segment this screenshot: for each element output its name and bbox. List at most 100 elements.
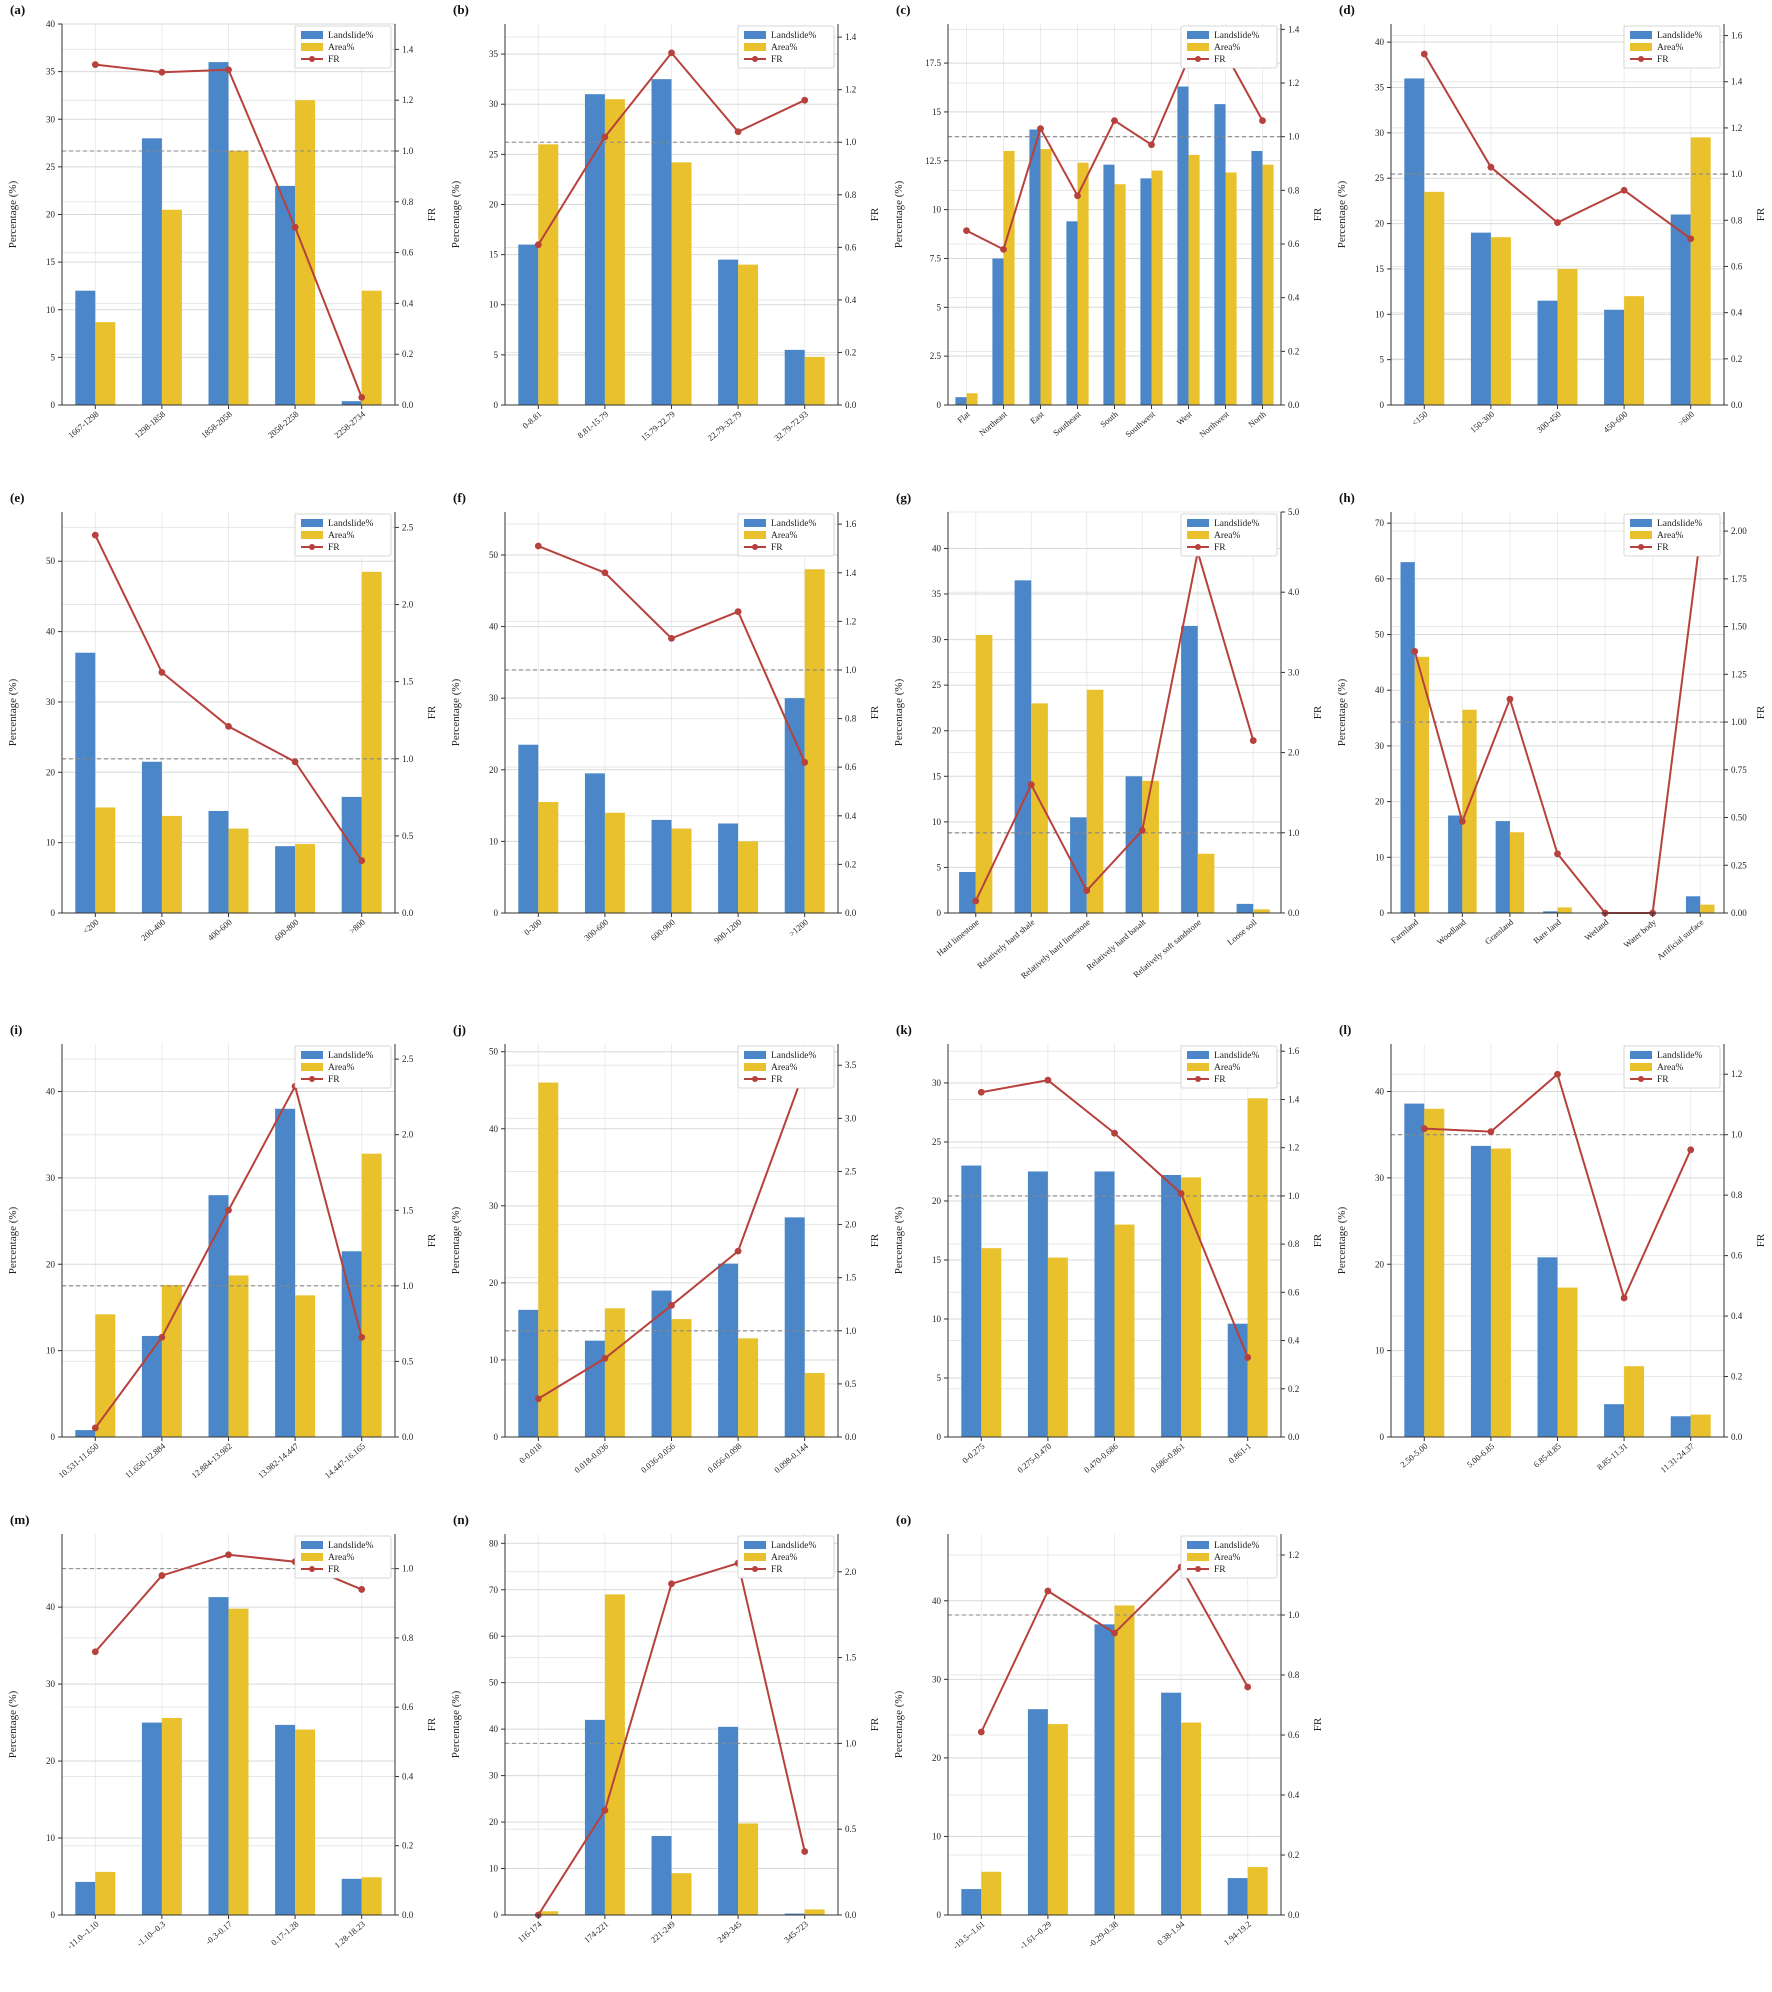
y-tick-label: 40 — [46, 1087, 56, 1097]
x-tick-label: Grassland — [1483, 916, 1516, 946]
fr-tick-label: 0.0 — [845, 1432, 857, 1442]
legend-label-area: Area% — [1657, 531, 1683, 541]
fr-tick-label: 1.0 — [845, 1738, 857, 1748]
bar-area — [1262, 164, 1274, 405]
fr-marker — [734, 608, 742, 616]
bar-area — [1490, 1148, 1511, 1437]
fr-marker — [291, 223, 299, 231]
fr-tick-label: 0.6 — [845, 242, 857, 252]
legend-label-area: Area% — [328, 531, 354, 541]
y-tick-label: 25 — [489, 149, 499, 159]
legend-label-landslide: Landslide% — [1657, 519, 1702, 529]
y-tick-label: 7.5 — [930, 253, 942, 263]
bar-area — [671, 1873, 692, 1915]
x-tick-label: 0-0.275 — [960, 1441, 987, 1466]
fr-marker — [1420, 1125, 1428, 1133]
y-tick-label: 30 — [1375, 1173, 1385, 1183]
fr-marker — [1044, 1076, 1052, 1084]
fr-tick-label: 1.00 — [1731, 717, 1747, 727]
legend-swatch-landslide — [1630, 31, 1652, 39]
fr-tick-label: 3.0 — [1288, 667, 1300, 677]
x-tick-label: 1667-1298 — [66, 409, 101, 440]
x-tick-label: Southeast — [1051, 408, 1083, 437]
fr-marker — [601, 133, 609, 141]
fr-tick-label: 1.2 — [845, 616, 856, 626]
fr-marker — [358, 1333, 366, 1341]
fr-marker — [358, 1586, 366, 1593]
chart-panel-14: (n) 0 10 20 30 40 50 60 70 80 0.0 0.5 1.0 1.5 2.0 116-1… — [450, 1512, 881, 1945]
y-axis-title: Percentage (%) — [1336, 180, 1348, 248]
fr-axis-title: FR — [426, 1233, 438, 1247]
x-tick-label: <200 — [81, 917, 101, 936]
legend-marker-fr — [309, 1076, 315, 1082]
bar-landslide — [75, 1881, 96, 1915]
legend-swatch-landslide — [1187, 1051, 1209, 1059]
legend-label-fr: FR — [328, 543, 340, 553]
bar-area — [981, 1871, 1002, 1915]
y-tick-label: 50 — [489, 1047, 499, 1057]
y-axis-title: Percentage (%) — [450, 678, 462, 746]
legend-swatch-landslide — [301, 519, 323, 527]
fr-tick-label: 1.0 — [402, 146, 414, 156]
bar-landslide — [718, 259, 739, 405]
legend-label-area: Area% — [771, 43, 797, 53]
bar-landslide — [75, 290, 96, 405]
bar-landslide — [208, 1195, 229, 1437]
y-axis-title: Percentage (%) — [450, 180, 462, 248]
y-tick-label: 30 — [46, 114, 56, 124]
y-tick-label: 20 — [489, 1278, 499, 1288]
bar-area — [1253, 909, 1270, 913]
bar-area — [1509, 832, 1525, 913]
y-tick-label: 0 — [51, 908, 56, 918]
panel-title: (f) — [453, 490, 466, 505]
bar-landslide — [141, 138, 162, 406]
bar-area — [1114, 1224, 1135, 1437]
fr-tick-label: 2.0 — [402, 1130, 414, 1140]
bar-area — [161, 1717, 182, 1915]
fr-marker — [1037, 125, 1044, 133]
bar-landslide — [1448, 815, 1463, 913]
fr-tick-label: 1.50 — [1731, 622, 1747, 632]
panel-title: (b) — [453, 2, 469, 17]
y-tick-label: 0 — [494, 1432, 499, 1442]
fr-tick-label: 2.5 — [402, 1054, 414, 1064]
fr-tick-label: 1.0 — [402, 1281, 414, 1291]
y-tick-label: 10 — [489, 1355, 499, 1365]
x-tick-label: 5.00-6.85 — [1465, 1441, 1496, 1470]
bar-area — [1624, 1366, 1645, 1437]
x-tick-label: 6.85-8.85 — [1531, 1441, 1562, 1470]
fr-tick-label: 0.4 — [1731, 308, 1743, 318]
fr-axis-title: FR — [1755, 705, 1767, 719]
y-tick-label: 40 — [1375, 1087, 1385, 1097]
y-tick-label: 2.5 — [930, 351, 942, 361]
fr-axis-title: FR — [1312, 1717, 1324, 1731]
fr-tick-label: 0.0 — [845, 908, 857, 918]
fr-tick-label: 1.2 — [1288, 1550, 1299, 1560]
fr-marker — [734, 1247, 742, 1255]
legend: Landslide% Area% FR — [737, 25, 835, 69]
bar-landslide — [651, 79, 672, 405]
x-tick-label: Southwest — [1123, 408, 1157, 439]
fr-marker — [1554, 1070, 1561, 1078]
bar-landslide — [1027, 1171, 1048, 1437]
y-tick-label: 40 — [1375, 37, 1385, 47]
bar-area — [1690, 1414, 1711, 1437]
legend: Landslide% Area% FR — [737, 1535, 835, 1579]
fr-marker — [158, 669, 166, 676]
y-tick-label: 40 — [46, 19, 56, 29]
fr-tick-label: 1.25 — [1731, 669, 1747, 679]
fr-tick-label: 0.8 — [1731, 1190, 1743, 1200]
x-tick-label: 2.50-5.00 — [1398, 1441, 1429, 1470]
fr-tick-label: 1.0 — [1288, 828, 1300, 838]
x-tick-label: 10.531-11.650 — [56, 1441, 100, 1480]
legend-label-landslide: Landslide% — [328, 31, 373, 41]
legend-marker-fr — [1638, 1076, 1644, 1082]
x-tick-label: 0-300 — [522, 917, 544, 937]
bar-area — [1151, 170, 1163, 405]
fr-tick-label: 0.0 — [1288, 908, 1300, 918]
y-tick-label: 0 — [51, 400, 56, 410]
bar-area — [228, 1275, 249, 1437]
fr-tick-label: 0.00 — [1731, 908, 1747, 918]
legend-label-fr: FR — [771, 1565, 783, 1575]
bar-landslide — [1404, 1103, 1425, 1437]
